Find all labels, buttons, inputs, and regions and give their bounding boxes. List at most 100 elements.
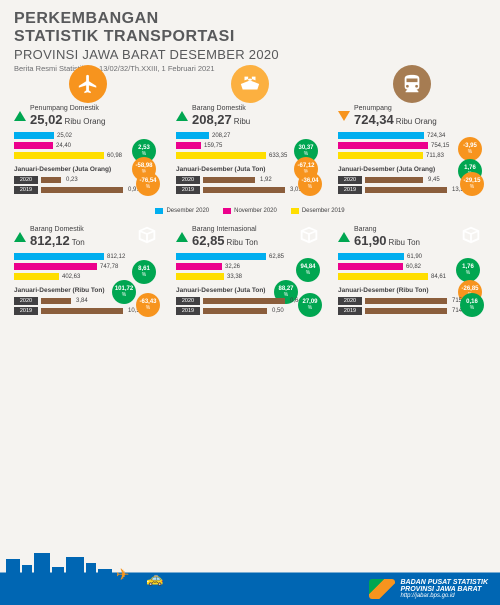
stat-card: Penumpang Domestik 25,02Ribu Orang 25,02… (10, 83, 166, 198)
stat-card: Barang Domestik 812,12Ton 812,12747,7840… (10, 222, 166, 319)
stat-card: Penumpang 724,34Ribu Orang 724,34 754,15 7… (334, 83, 490, 198)
year-label: 2020 (176, 176, 200, 184)
bar-value: 32,26 (225, 264, 240, 270)
card-value: 25,02Ribu Orang (30, 112, 105, 127)
bar-value: 754,15 (431, 143, 449, 149)
stat-card: Barang 61,90Ribu Ton 61,9060,8284,61 1,7… (334, 222, 490, 319)
yearcomp-title: Januari-Desember (Juta Ton) (176, 287, 324, 294)
card-unit: Ribu Ton (389, 238, 420, 247)
bar-value: 159,75 (204, 143, 222, 149)
pct-bubble: 27,09% (298, 293, 322, 317)
card-unit: Ribu (234, 117, 250, 126)
card-value: 812,12Ton (30, 233, 85, 248)
box-icon (460, 224, 482, 251)
legend-item-nov2020: November 2020 (223, 208, 277, 214)
year-label: 2020 (338, 297, 362, 305)
trend-up-icon (176, 232, 188, 242)
stats-grid-2: Barang Domestik 812,12Ton 812,12747,7840… (0, 216, 500, 325)
year-label: 2019 (14, 186, 38, 194)
trend-up-icon (14, 232, 26, 242)
card-label: Penumpang Domestik (30, 105, 105, 112)
pct-bubble: 0,16% (460, 293, 484, 317)
yearcomp-title: Januari-Desember (Ribu Ton) (338, 287, 486, 294)
stat-card: Barang Internasional 62,85Ribu Ton 62,85… (172, 222, 328, 319)
yearcomp-title: Januari-Desember (Juta Orang) (14, 166, 162, 173)
trend-down-icon (338, 111, 350, 121)
pct-bubble: -29,15% (460, 172, 484, 196)
pct-bubble: -76,54% (136, 172, 160, 196)
legend: Desember 2020 November 2020 Desember 201… (0, 208, 500, 214)
yearcomp-title: Januari-Desember (Ribu Ton) (14, 287, 162, 294)
year-label: 2020 (14, 176, 38, 184)
yearcomp-title: Januari-Desember (Juta Orang) (338, 166, 486, 173)
stat-card: Barang Domestik 208,27Ribu 208,27 159,75 6… (172, 83, 328, 198)
year-value: 0,50 (272, 308, 284, 314)
org-url: http://jabar.bps.go.id (401, 593, 489, 599)
bar-value: 812,12 (107, 254, 125, 260)
year-label: 2020 (176, 297, 200, 305)
pct-bubble: 94,84% (296, 258, 320, 282)
bar-value: 402,63 (62, 274, 80, 280)
bar-value: 711,83 (426, 153, 444, 159)
year-value: 0,23 (66, 177, 78, 183)
bar-value: 60,98 (107, 153, 122, 159)
org-region: PROVINSI JAWA BARAT (401, 586, 489, 593)
bar-value: 724,34 (427, 133, 445, 139)
bar-value: 61,90 (407, 254, 422, 260)
bar-value: 60,82 (406, 264, 421, 270)
legend-label: November 2020 (234, 208, 277, 214)
card-value: 208,27Ribu (192, 112, 250, 127)
legend-label: Desember 2019 (302, 208, 345, 214)
year-label: 2019 (176, 307, 200, 315)
card-label: Penumpang (354, 105, 437, 112)
pct-bubble: -63,43% (136, 293, 160, 317)
pct-bubble: -36,04% (298, 172, 322, 196)
bar-value: 24,40 (56, 143, 71, 149)
year-label: 2020 (338, 176, 362, 184)
bar-value: 633,35 (269, 153, 287, 159)
card-unit: Ribu Orang (65, 117, 106, 126)
year-label: 2019 (338, 186, 362, 194)
org-name: BADAN PUSAT STATISTIK (401, 579, 489, 586)
box-icon (136, 224, 158, 251)
box-icon (298, 224, 320, 251)
stats-grid: Penumpang Domestik 25,02Ribu Orang 25,02… (0, 77, 500, 204)
ship-icon (231, 65, 269, 103)
card-label: Barang Internasional (192, 226, 258, 233)
card-unit: Ribu Orang (396, 117, 437, 126)
bar-value: 33,38 (227, 274, 242, 280)
trend-up-icon (14, 111, 26, 121)
trend-up-icon (338, 232, 350, 242)
title-line-1: PERKEMBANGAN (14, 10, 486, 28)
footer: ✈ 🚕 BADAN PUSAT STATISTIK PROVINSI JAWA … (0, 551, 500, 605)
card-unit: Ton (72, 238, 85, 247)
legend-item-dec2020: Desember 2020 (155, 208, 209, 214)
card-value: 724,34Ribu Orang (354, 112, 437, 127)
pct-bubble: -3,95% (458, 137, 482, 161)
title-line-3: PROVINSI JAWA BARAT DESEMBER 2020 (14, 47, 486, 62)
legend-label: Desember 2020 (166, 208, 209, 214)
year-value: 9,45 (428, 177, 440, 183)
train-icon (393, 65, 431, 103)
card-value: 62,85Ribu Ton (192, 233, 258, 248)
bps-logo-icon (369, 579, 395, 599)
plane-icon (69, 65, 107, 103)
card-unit: Ribu Ton (227, 238, 258, 247)
card-label: Barang (354, 226, 420, 233)
city-silhouette-icon: ✈ 🚕 (6, 547, 206, 587)
bar-value: 25,02 (57, 133, 72, 139)
card-label: Barang Domestik (192, 105, 250, 112)
bar-value: 208,27 (212, 133, 230, 139)
title-line-2: STATISTIK TRANSPORTASI (14, 28, 486, 46)
trend-up-icon (176, 111, 188, 121)
year-value: 1,92 (260, 177, 272, 183)
year-value: 3,84 (76, 298, 88, 304)
pct-bubble: 8,61% (132, 260, 156, 284)
card-value: 61,90Ribu Ton (354, 233, 420, 248)
year-label: 2019 (176, 186, 200, 194)
year-label: 2019 (338, 307, 362, 315)
pct-bubble: 1,76% (456, 258, 480, 282)
card-label: Barang Domestik (30, 226, 85, 233)
legend-item-dec2019: Desember 2019 (291, 208, 345, 214)
bar-value: 62,85 (269, 254, 284, 260)
